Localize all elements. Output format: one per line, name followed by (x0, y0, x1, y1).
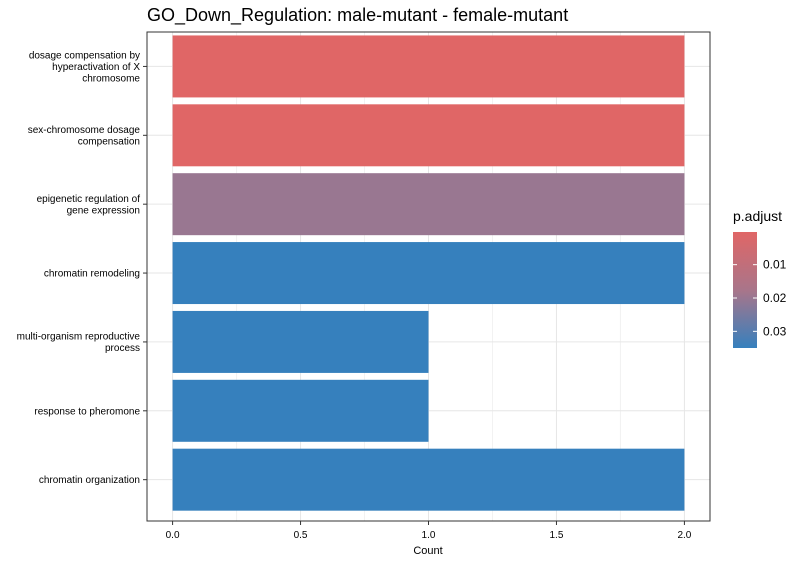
bar (172, 35, 685, 98)
bar (172, 242, 685, 305)
y-tick-label: dosage compensation by hyperactivation of… (29, 50, 141, 84)
chart-title: GO_Down_Regulation: male-mutant - female… (147, 5, 569, 25)
y-tick-label: epigenetic regulation of gene expression (37, 194, 141, 217)
legend-tick-label: 0.03 (763, 324, 787, 338)
x-tick-label: 1.0 (422, 530, 436, 541)
bars (172, 35, 685, 511)
x-tick-label: 0.0 (166, 530, 180, 541)
legend-colorbar (733, 232, 757, 348)
y-tick-label: sex-chromosome dosage compensation (28, 125, 141, 148)
y-tick-label: chromatin remodeling (44, 269, 140, 280)
bar (172, 173, 685, 236)
legend-title: p.adjust (733, 208, 783, 224)
bar (172, 310, 429, 373)
x-axis-title: Count (413, 545, 442, 557)
legend-tick-label: 0.02 (763, 291, 787, 305)
x-tick-label: 0.5 (294, 530, 308, 541)
y-tick-label: response to pheromone (34, 406, 140, 417)
x-tick-label: 1.5 (550, 530, 564, 541)
x-tick-label: 2.0 (677, 530, 691, 541)
y-tick-label: chromatin organization (39, 475, 140, 486)
bar (172, 448, 685, 511)
y-tick-label: multi-organism reproductive process (17, 332, 141, 355)
axes: 0.0 0.5 1.0 1.5 2.0 dosage compensation by hyp… (17, 50, 692, 541)
legend-tick-label: 0.01 (763, 258, 787, 272)
bar (172, 104, 685, 167)
bar (172, 379, 429, 442)
color-legend: 0.01 0.02 0.03 (733, 232, 787, 348)
